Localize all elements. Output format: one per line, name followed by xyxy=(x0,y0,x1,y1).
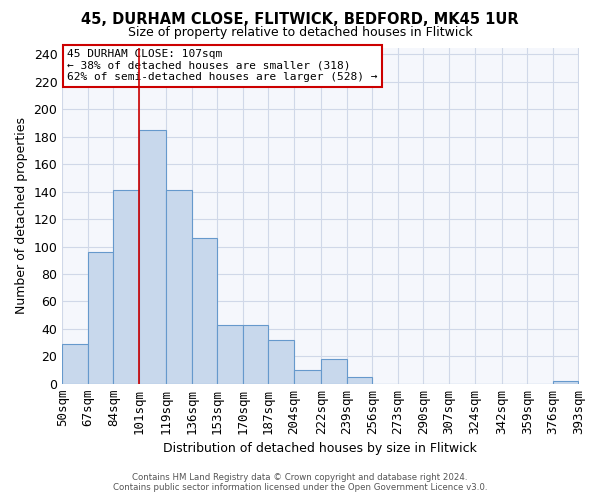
Bar xyxy=(321,359,347,384)
Bar xyxy=(192,238,217,384)
Bar xyxy=(166,190,192,384)
Text: 45 DURHAM CLOSE: 107sqm
← 38% of detached houses are smaller (318)
62% of semi-d: 45 DURHAM CLOSE: 107sqm ← 38% of detache… xyxy=(67,49,378,82)
Bar xyxy=(62,344,88,384)
X-axis label: Distribution of detached houses by size in Flitwick: Distribution of detached houses by size … xyxy=(163,442,478,455)
Bar xyxy=(294,370,321,384)
Bar xyxy=(217,325,243,384)
Bar xyxy=(553,381,578,384)
Y-axis label: Number of detached properties: Number of detached properties xyxy=(15,117,28,314)
Bar xyxy=(268,340,294,384)
Text: Size of property relative to detached houses in Flitwick: Size of property relative to detached ho… xyxy=(128,26,472,39)
Bar xyxy=(139,130,166,384)
Bar xyxy=(347,377,373,384)
Bar xyxy=(243,325,268,384)
Text: 45, DURHAM CLOSE, FLITWICK, BEDFORD, MK45 1UR: 45, DURHAM CLOSE, FLITWICK, BEDFORD, MK4… xyxy=(81,12,519,28)
Bar xyxy=(88,252,113,384)
Text: Contains HM Land Registry data © Crown copyright and database right 2024.
Contai: Contains HM Land Registry data © Crown c… xyxy=(113,473,487,492)
Bar xyxy=(113,190,139,384)
